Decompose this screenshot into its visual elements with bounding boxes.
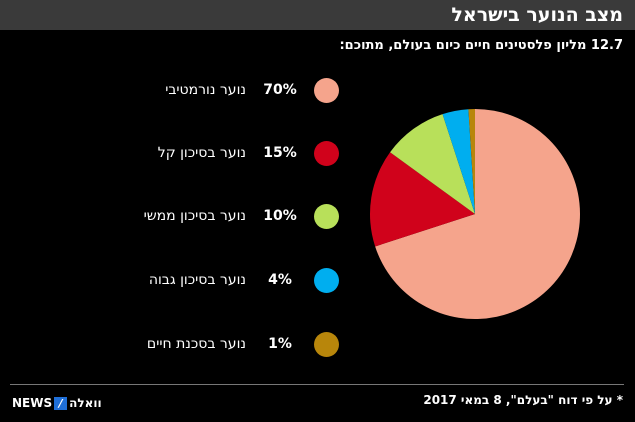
legend-item-high-risk: 4% נוער בסיכון גבוה xyxy=(149,267,339,293)
legend-swatch xyxy=(314,331,339,357)
legend-value: 15% xyxy=(263,145,297,161)
legend-label: נוער בסכנת חיים xyxy=(146,336,246,352)
legend-item-normative: 70% נוער נורמטיבי xyxy=(165,77,339,103)
legend-swatch xyxy=(314,267,339,293)
pie-slice-1 xyxy=(370,152,475,247)
legend-value: 10% xyxy=(263,208,297,224)
legend-swatch xyxy=(314,77,339,103)
page-title: מצב הנוער בישראל xyxy=(451,4,623,26)
legend-item-real-risk: 10% נוער בסיכון ממשי xyxy=(144,203,339,229)
source-footnote: * על פי דוח "בעלם", 8 במאי 2017 xyxy=(423,393,623,407)
pie-slice-3 xyxy=(442,109,475,214)
footer-divider xyxy=(10,384,624,385)
legend-label: נוער בסיכון קל xyxy=(157,145,246,161)
legend-swatch xyxy=(314,203,339,229)
legend-label: נוער בסיכון גבוה xyxy=(148,272,246,288)
pie-slice-2 xyxy=(390,114,475,214)
header-bar: מצב הנוער בישראל xyxy=(0,0,635,30)
pie-slice-0 xyxy=(375,109,581,320)
legend-value: 70% xyxy=(263,82,297,98)
chart-subtitle: 12.7 מליון פלסטינים חיים כיום בעולם, מתו… xyxy=(339,38,623,53)
logo-text-walla: וואלה xyxy=(69,396,102,410)
legend-label: נוער בסיכון ממשי xyxy=(143,208,246,224)
legend-item-light-risk: 15% נוער בסיכון קל xyxy=(158,140,339,166)
logo-text-news: NEWS xyxy=(12,396,53,410)
legend-swatch xyxy=(314,140,339,166)
legend-label: נוער נורמטיבי xyxy=(165,82,246,98)
pie-slice-4 xyxy=(468,109,475,214)
walla-news-logo: NEWS / וואלה xyxy=(12,396,102,410)
legend-value: 4% xyxy=(268,272,292,288)
legend-item-life-danger: 1% נוער בסכנת חיים xyxy=(147,331,339,357)
logo-mark: / xyxy=(54,396,68,410)
legend-value: 1% xyxy=(268,336,292,352)
